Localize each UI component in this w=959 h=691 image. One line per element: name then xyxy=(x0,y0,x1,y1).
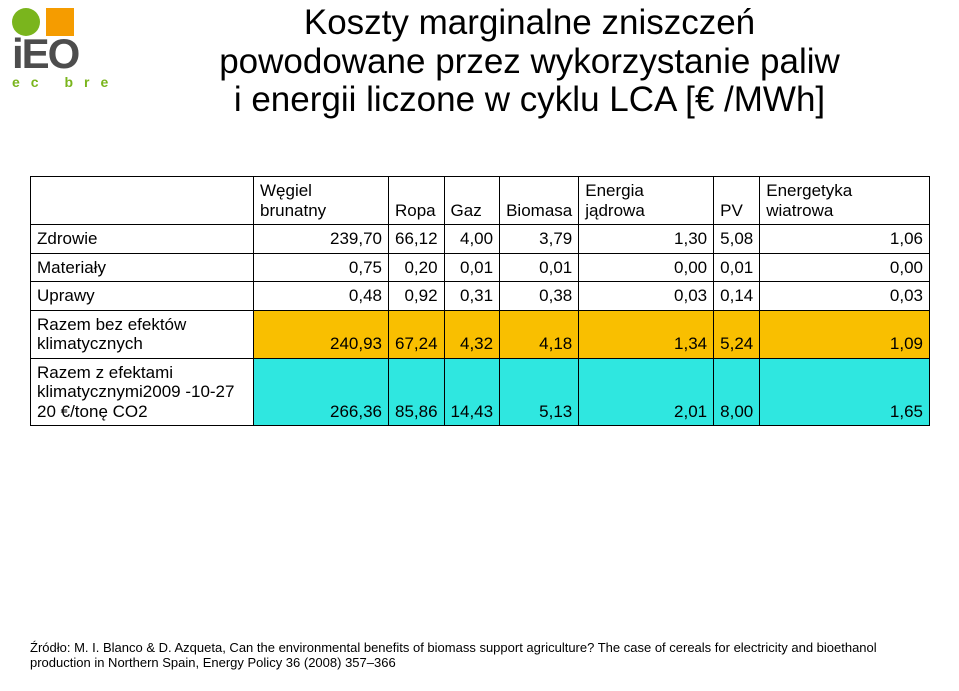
slide-title: Koszty marginalne zniszczeń powodowane p… xyxy=(120,4,939,120)
cell: 14,43 xyxy=(444,358,500,426)
cell: 0,03 xyxy=(760,282,930,311)
title-line-3: i energii liczone w cyklu LCA [€ /MWh] xyxy=(234,80,825,119)
col-header: Biomasa xyxy=(500,177,579,225)
cell: 0,00 xyxy=(579,253,714,282)
cell: 266,36 xyxy=(254,358,389,426)
cell: 8,00 xyxy=(714,358,760,426)
cell: 85,86 xyxy=(389,358,445,426)
row-label: Razem z efektami klimatycznymi2009 -10-2… xyxy=(31,358,254,426)
table-row: Razem bez efektów klimatycznych240,9367,… xyxy=(31,310,930,358)
cell: 5,13 xyxy=(500,358,579,426)
row-label: Uprawy xyxy=(31,282,254,311)
col-header: Energia jądrowa xyxy=(579,177,714,225)
cell: 2,01 xyxy=(579,358,714,426)
cell: 0,14 xyxy=(714,282,760,311)
cell: 4,18 xyxy=(500,310,579,358)
col-header: PV xyxy=(714,177,760,225)
table-row: Materiały0,750,200,010,010,000,010,00 xyxy=(31,253,930,282)
logo-text: iEO xyxy=(12,36,122,72)
col-header: Gaz xyxy=(444,177,500,225)
cell: 0,20 xyxy=(389,253,445,282)
cell: 1,34 xyxy=(579,310,714,358)
cell: 1,65 xyxy=(760,358,930,426)
row-label: Materiały xyxy=(31,253,254,282)
cell: 0,92 xyxy=(389,282,445,311)
cell: 66,12 xyxy=(389,225,445,254)
row-label: Zdrowie xyxy=(31,225,254,254)
cell: 67,24 xyxy=(389,310,445,358)
table-row: Uprawy0,480,920,310,380,030,140,03 xyxy=(31,282,930,311)
cell: 0,48 xyxy=(254,282,389,311)
source-footnote: Źródło: M. I. Blanco & D. Azqueta, Can t… xyxy=(30,640,929,671)
cell: 239,70 xyxy=(254,225,389,254)
logo-subtext: ec bre xyxy=(12,74,122,90)
cell: 0,75 xyxy=(254,253,389,282)
cell: 4,00 xyxy=(444,225,500,254)
title-line-2: powodowane przez wykorzystanie paliw xyxy=(219,42,840,81)
cell: 0,03 xyxy=(579,282,714,311)
title-line-1: Koszty marginalne zniszczeń xyxy=(304,3,755,42)
cell: 0,01 xyxy=(500,253,579,282)
cell: 3,79 xyxy=(500,225,579,254)
cell: 5,24 xyxy=(714,310,760,358)
data-table-wrap: Węgiel brunatny Ropa Gaz Biomasa Energia… xyxy=(30,176,930,426)
col-header: Węgiel brunatny xyxy=(254,177,389,225)
col-empty xyxy=(31,177,254,225)
table-row: Zdrowie239,7066,124,003,791,305,081,06 xyxy=(31,225,930,254)
table-row: Razem z efektami klimatycznymi2009 -10-2… xyxy=(31,358,930,426)
table-body: Zdrowie239,7066,124,003,791,305,081,06Ma… xyxy=(31,225,930,426)
col-header: Energetyka wiatrowa xyxy=(760,177,930,225)
cell: 1,06 xyxy=(760,225,930,254)
cell: 0,00 xyxy=(760,253,930,282)
cell: 0,01 xyxy=(444,253,500,282)
cell: 0,38 xyxy=(500,282,579,311)
cell: 4,32 xyxy=(444,310,500,358)
cell: 1,30 xyxy=(579,225,714,254)
slide: iEO ec bre Koszty marginalne zniszczeń p… xyxy=(0,0,959,691)
logo: iEO ec bre xyxy=(12,8,122,90)
data-table: Węgiel brunatny Ropa Gaz Biomasa Energia… xyxy=(30,176,930,426)
cell: 5,08 xyxy=(714,225,760,254)
table-header-row: Węgiel brunatny Ropa Gaz Biomasa Energia… xyxy=(31,177,930,225)
cell: 0,31 xyxy=(444,282,500,311)
cell: 0,01 xyxy=(714,253,760,282)
row-label: Razem bez efektów klimatycznych xyxy=(31,310,254,358)
cell: 1,09 xyxy=(760,310,930,358)
col-header: Ropa xyxy=(389,177,445,225)
cell: 240,93 xyxy=(254,310,389,358)
